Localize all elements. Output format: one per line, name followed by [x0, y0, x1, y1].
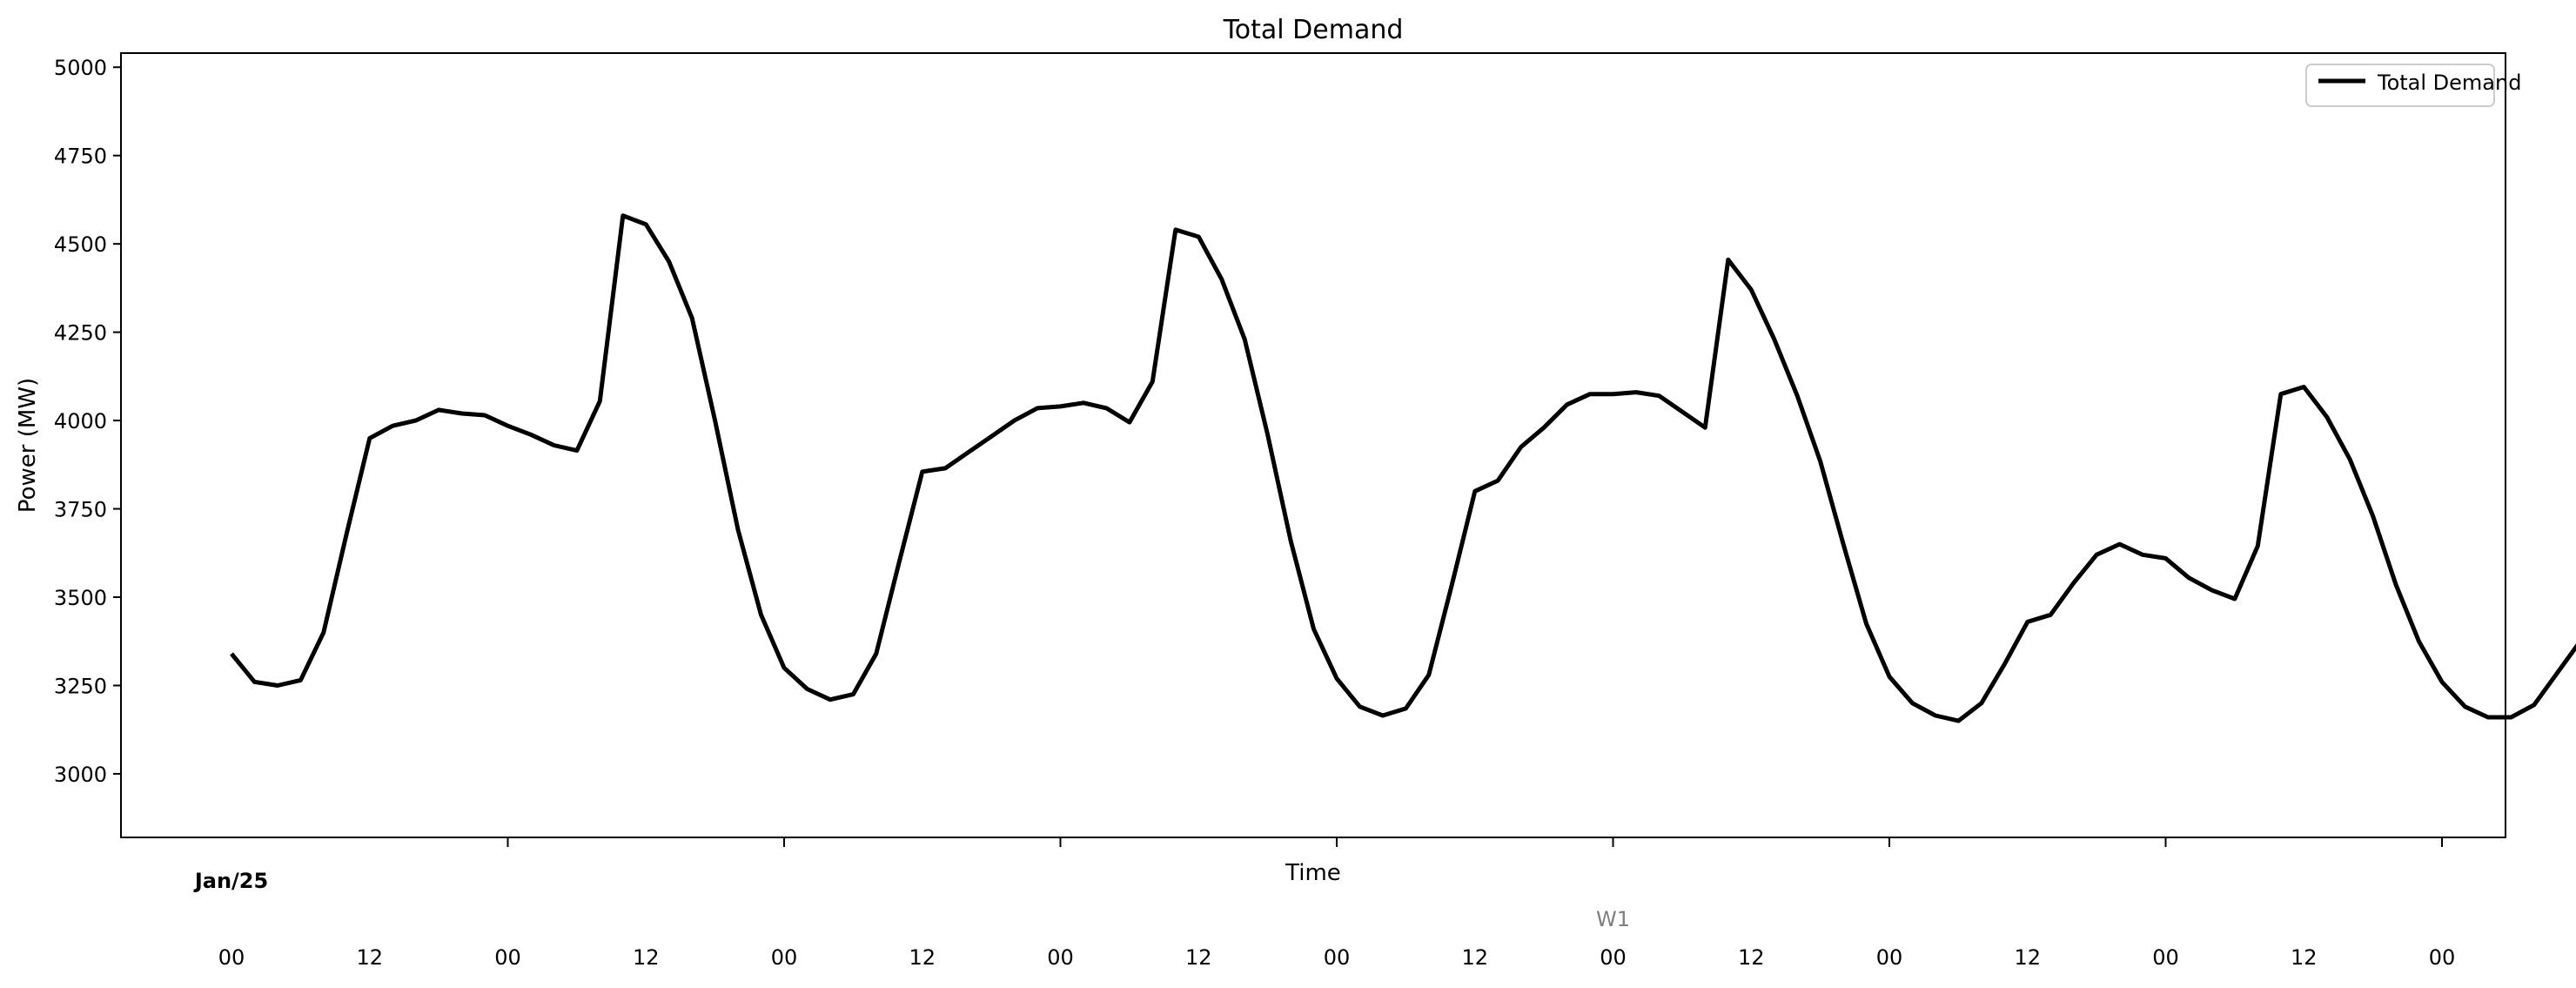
- x-tick-label: 12: [1738, 945, 1765, 970]
- y-axis-label: Power (MW): [15, 378, 41, 513]
- x-axis: 00 12 00 12 00 12 00 12 00 12 00 12 00 12 00 12 00: [218, 837, 2456, 970]
- x-tick-label: 00: [1324, 945, 1351, 970]
- x-tick-label: 00: [2152, 945, 2179, 970]
- legend-entry: Total Demand: [2377, 71, 2521, 95]
- x-tick-label: 12: [356, 945, 383, 970]
- y-tick-label: 3750: [54, 498, 107, 522]
- x-tick-label: 12: [633, 945, 660, 970]
- x-tick-label: 00: [2429, 945, 2456, 970]
- week-label: W1: [1596, 907, 1630, 931]
- legend: Total Demand: [2305, 64, 2521, 107]
- y-tick-label: 3250: [54, 674, 107, 698]
- x-tick-label: 00: [1047, 945, 1074, 970]
- x-tick-label: 00: [218, 945, 245, 970]
- legend-box: [2305, 64, 2495, 107]
- x-tick-label: 12: [2014, 945, 2041, 970]
- y-tick-label: 4500: [54, 232, 107, 257]
- x-tick-label: 00: [1876, 945, 1903, 970]
- y-tick-label: 4750: [54, 145, 107, 169]
- y-tick-label: 4000: [54, 409, 107, 434]
- x-tick-label: 00: [771, 945, 798, 970]
- series-line-total-demand: [230, 213, 2576, 723]
- plot-area: [120, 52, 2506, 838]
- x-tick-label: 12: [2291, 945, 2318, 970]
- x-tick-label: 00: [1600, 945, 1627, 970]
- y-tick-label: 3500: [54, 586, 107, 610]
- x-tick-label: 12: [1461, 945, 1488, 970]
- x-tick-label: 12: [1185, 945, 1212, 970]
- chart-title: Total Demand: [1223, 15, 1404, 45]
- x-tick-label: 12: [909, 945, 936, 970]
- y-axis: 3000 3250 3500 3750 4000 4250 4500 4750 5000: [54, 56, 121, 787]
- y-tick-label: 4250: [54, 321, 107, 346]
- y-tick-label: 3000: [54, 763, 107, 787]
- y-tick-label: 5000: [54, 56, 107, 80]
- x-axis-label: Time: [1285, 860, 1341, 886]
- x-tick-label: 00: [494, 945, 521, 970]
- date-label: Jan/25: [193, 869, 268, 893]
